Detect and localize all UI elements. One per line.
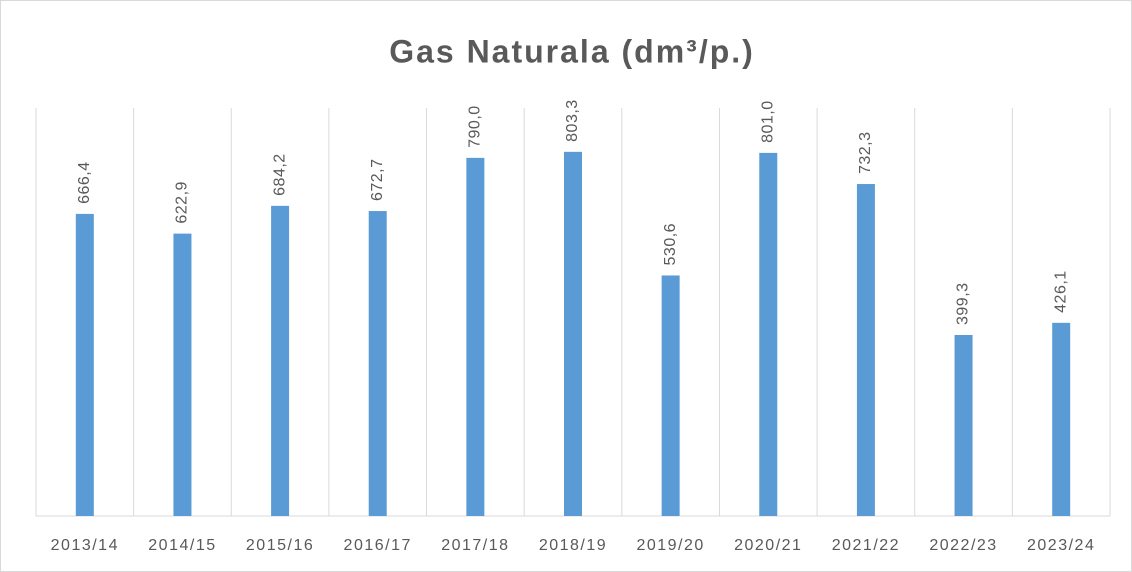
- data-label: 803,3: [564, 99, 581, 142]
- data-label: 666,4: [76, 161, 93, 204]
- x-tick-label: 2013/14: [51, 537, 119, 554]
- x-tick-label: 2023/24: [1027, 537, 1095, 554]
- data-label: 399,3: [955, 282, 972, 325]
- bar: [564, 151, 582, 516]
- bar: [856, 184, 875, 517]
- data-label: 672,7: [369, 158, 386, 201]
- data-label: 801,0: [759, 100, 776, 143]
- x-tick-label: 2014/15: [148, 537, 216, 554]
- bar: [759, 152, 778, 516]
- chart-title: Gas Naturala (dm³/p.): [389, 33, 755, 69]
- bar: [466, 157, 485, 516]
- x-tick-label: 2016/17: [344, 537, 412, 554]
- data-label: 684,2: [271, 153, 288, 196]
- data-label: 732,3: [857, 131, 874, 174]
- bar: [271, 205, 290, 516]
- data-label: 622,9: [174, 181, 191, 224]
- data-label: 426,1: [1052, 270, 1069, 313]
- data-label: 530,6: [662, 223, 679, 266]
- x-tick-label: 2015/16: [246, 537, 314, 554]
- bar: [1052, 322, 1071, 516]
- data-label: 790,0: [467, 105, 484, 148]
- x-tick-label: 2020/21: [734, 537, 802, 554]
- bar: [368, 211, 387, 516]
- bar: [954, 334, 973, 516]
- bar: [661, 275, 680, 516]
- x-tick-label: 2022/23: [929, 537, 997, 554]
- x-tick-label: 2018/19: [539, 537, 607, 554]
- x-tick-label: 2019/20: [636, 537, 704, 554]
- x-tick-label: 2017/18: [441, 537, 509, 554]
- x-tick-label: 2021/22: [832, 537, 900, 554]
- bar: [75, 213, 94, 516]
- bar: [173, 233, 192, 517]
